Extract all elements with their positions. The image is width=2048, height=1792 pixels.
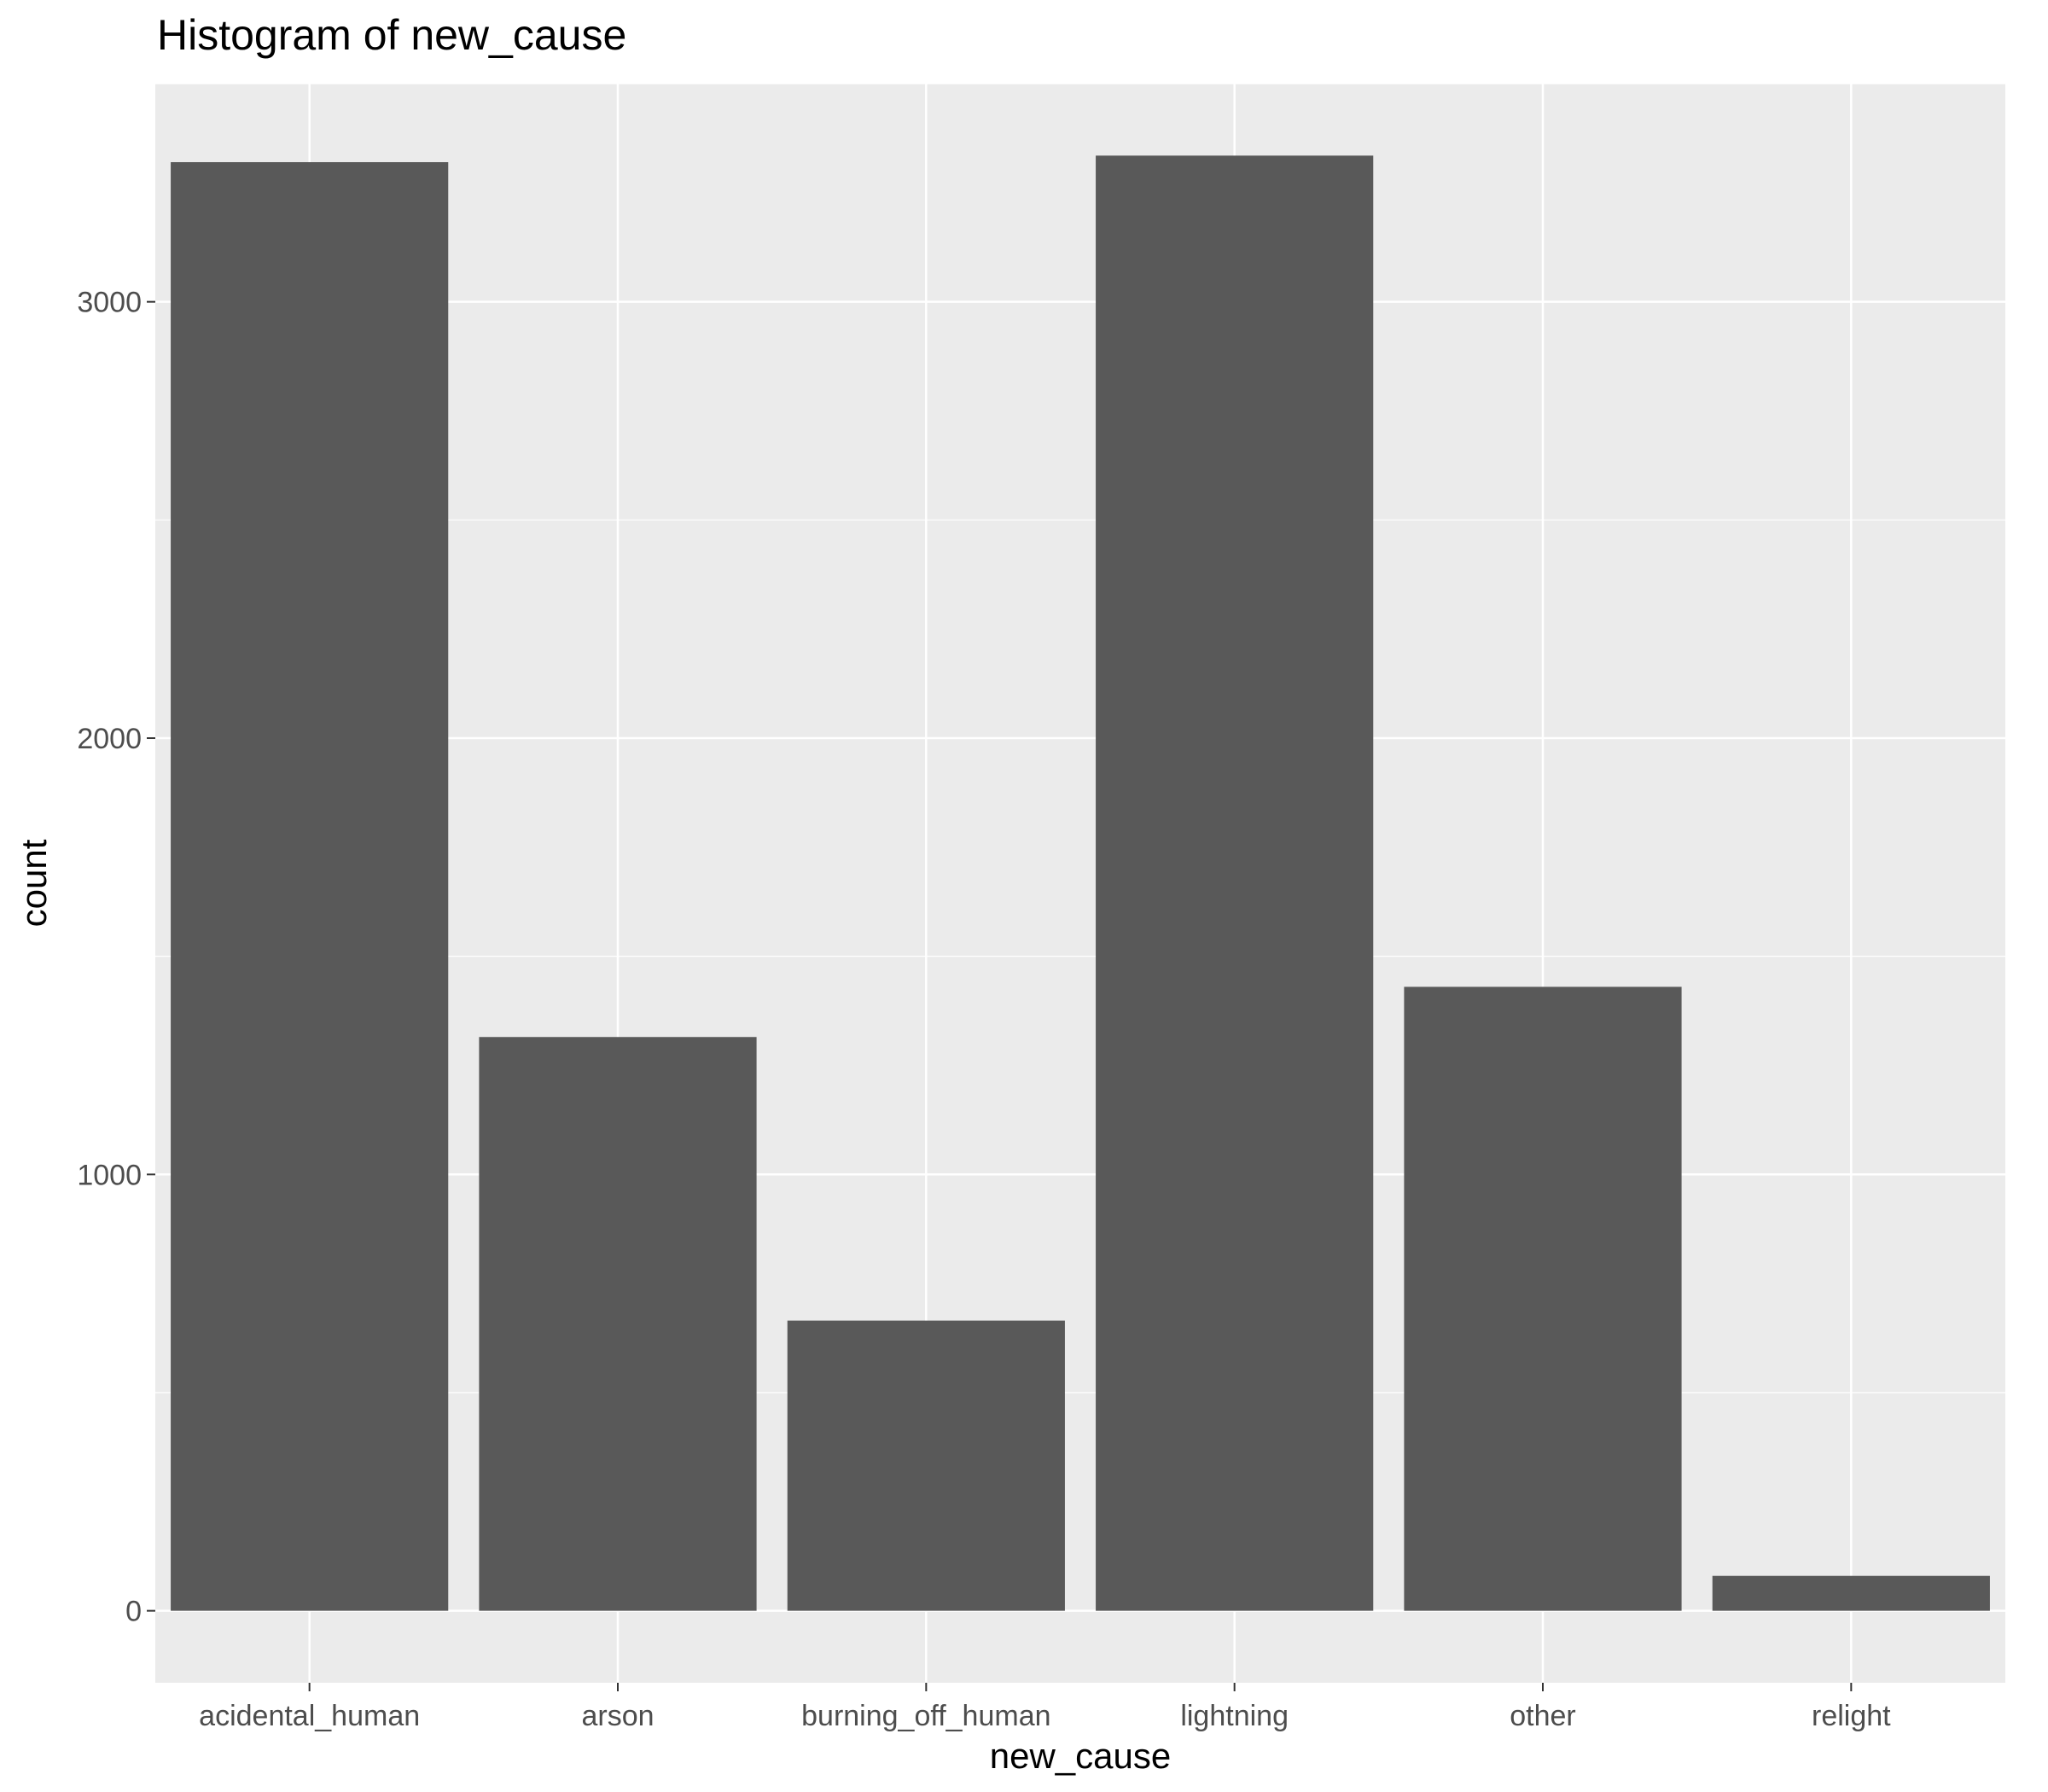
bar-burning_off_human xyxy=(787,1320,1065,1611)
x-tick-label: arson xyxy=(581,1700,654,1732)
bar-relight xyxy=(1712,1575,1990,1611)
x-tick-label: acidental_human xyxy=(199,1700,420,1732)
x-tick-label: other xyxy=(1510,1700,1576,1732)
y-tick-label: 0 xyxy=(125,1596,142,1628)
x-axis-title: new_cause xyxy=(990,1736,1171,1776)
y-tick-label: 2000 xyxy=(77,723,142,755)
x-tick-label: burning_off_human xyxy=(801,1700,1050,1732)
bar-other xyxy=(1404,986,1682,1611)
y-axis: 0 1000 2000 3000 xyxy=(77,287,155,1628)
plot-panel xyxy=(155,84,2005,1683)
y-tick-label: 1000 xyxy=(77,1159,142,1191)
y-tick-label: 3000 xyxy=(77,287,142,319)
x-axis: acidental_human arson burning_off_human lig… xyxy=(199,1683,1891,1732)
bar-arson xyxy=(479,1037,757,1611)
x-tick-label: relight xyxy=(1812,1700,1891,1732)
y-axis-title: count xyxy=(14,839,54,927)
bar-acidental_human xyxy=(171,162,449,1611)
bar-lightning xyxy=(1096,155,1374,1611)
minor-gridlines xyxy=(155,83,2005,1393)
bars xyxy=(171,155,1990,1611)
x-tick-label: lightning xyxy=(1180,1700,1289,1732)
chart-title: Histogram of new_cause xyxy=(157,11,627,59)
